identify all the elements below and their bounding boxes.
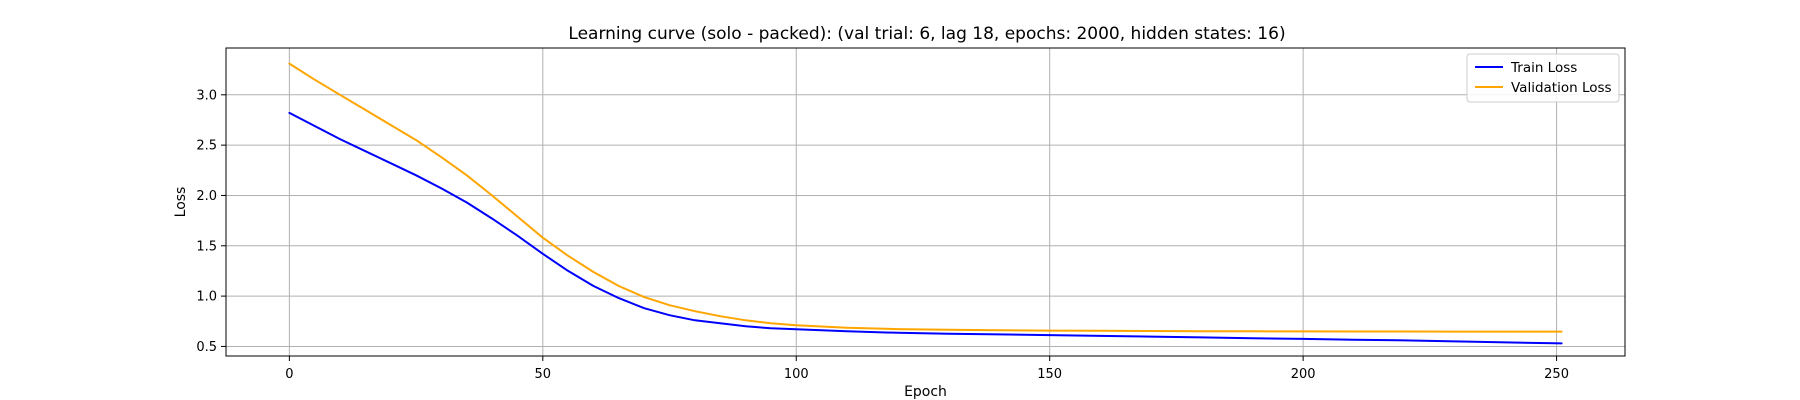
y-axis-label: Loss xyxy=(173,187,189,218)
plot-frame xyxy=(225,47,1626,357)
train-loss-line xyxy=(288,111,1563,345)
legend-box xyxy=(1466,53,1620,103)
x-tick-label: 250 xyxy=(1544,367,1569,382)
legend-label-train-loss: Train Loss xyxy=(1510,60,1577,76)
chart-title: Learning curve (solo - packed): (val tri… xyxy=(568,24,1285,44)
x-axis-ticks: 0 50 100 150 200 250 xyxy=(285,356,1569,382)
y-tick-label: 2.0 xyxy=(196,189,217,204)
y-axis-ticks: 0.5 1.0 1.5 2.0 2.5 3.0 xyxy=(196,88,226,355)
y-tick-label: 2.5 xyxy=(196,139,217,154)
validation-loss-line xyxy=(288,62,1563,333)
grid-lines xyxy=(226,48,1625,356)
legend: Train Loss Validation Loss xyxy=(1466,53,1620,103)
x-tick-label: 100 xyxy=(784,367,809,382)
x-tick-label: 50 xyxy=(535,367,552,382)
y-tick-label: 0.5 xyxy=(196,340,217,355)
y-tick-label: 3.0 xyxy=(196,88,217,103)
legend-label-validation-loss: Validation Loss xyxy=(1511,80,1612,96)
x-axis-label: Epoch xyxy=(904,384,947,400)
y-tick-label: 1.5 xyxy=(196,239,217,254)
y-tick-label: 1.0 xyxy=(196,290,217,305)
x-tick-label: 150 xyxy=(1037,367,1062,382)
x-tick-label: 200 xyxy=(1291,367,1316,382)
series-layer xyxy=(288,62,1563,345)
x-tick-label: 0 xyxy=(285,367,293,382)
